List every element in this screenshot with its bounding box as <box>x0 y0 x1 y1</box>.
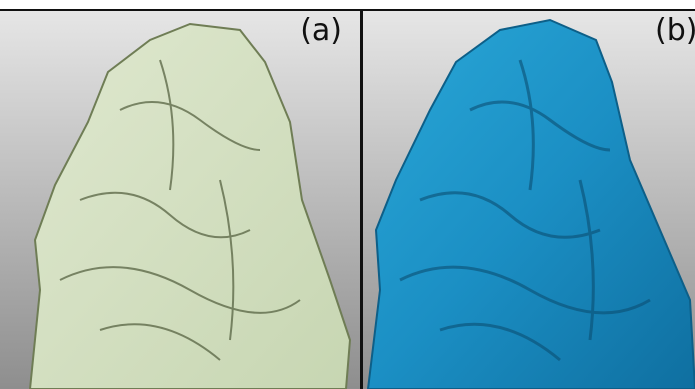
panel-label: (a) <box>300 13 342 48</box>
figure: (a) (b) <box>0 0 695 389</box>
panel-label: (b) <box>655 13 695 48</box>
page: (a) (b) (() => { const data = JSON.parse… <box>0 0 695 389</box>
panel-a <box>0 10 360 389</box>
top-border <box>0 9 695 11</box>
divider <box>360 10 363 389</box>
panel-b <box>363 11 695 389</box>
